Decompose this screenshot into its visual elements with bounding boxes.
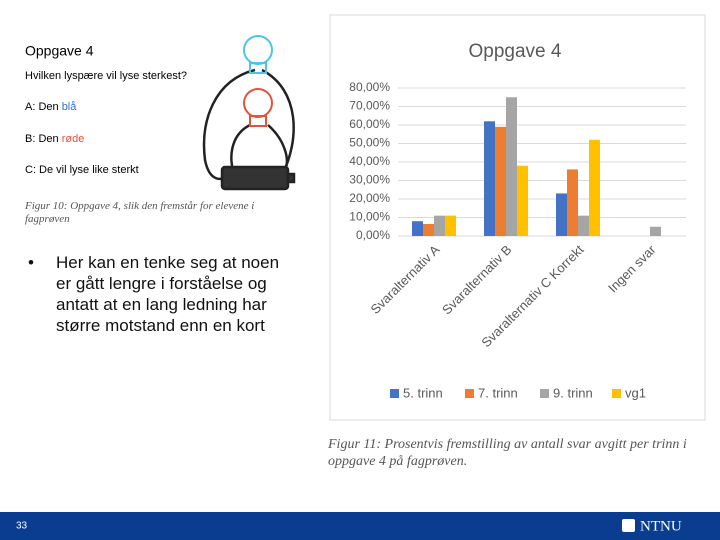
x-tick-label: Svaralternativ B bbox=[439, 242, 514, 317]
x-tick-label: Ingen svar bbox=[605, 241, 659, 295]
bar bbox=[517, 165, 528, 236]
y-tick-label: 60,00% bbox=[349, 117, 390, 131]
legend-swatch bbox=[465, 389, 474, 398]
bullet: • Her kan en tenke seg at noen er gått le… bbox=[28, 252, 288, 336]
caption-box: Figur 10: Oppgave 4, slik den fremstår f… bbox=[25, 200, 255, 225]
bar bbox=[495, 126, 506, 236]
y-tick-label: 80,00% bbox=[349, 80, 390, 94]
bar bbox=[412, 221, 423, 236]
logo-icon bbox=[622, 519, 635, 532]
bullet-box: • Her kan en tenke seg at noen er gått le… bbox=[28, 252, 288, 336]
bar bbox=[589, 139, 600, 236]
x-tick-label: Svaralternativ A bbox=[368, 242, 443, 317]
bar bbox=[567, 169, 578, 236]
legend-label: 7. trinn bbox=[478, 385, 518, 400]
chart-title: Oppgave 4 bbox=[469, 41, 562, 62]
bar bbox=[556, 193, 567, 236]
legend-label: 9. trinn bbox=[553, 385, 593, 400]
bar bbox=[506, 97, 517, 236]
logo: NTNU bbox=[640, 518, 682, 534]
option: C: De vil lyse like sterkt bbox=[25, 164, 139, 176]
figure-caption: Figur 11: Prosentvis fremstilling av ant… bbox=[328, 437, 687, 469]
figure-caption: Figur 10: Oppgave 4, slik den fremstår f… bbox=[25, 200, 255, 225]
bar bbox=[484, 121, 495, 236]
legend-label: vg1 bbox=[625, 385, 646, 400]
page-number: 33 bbox=[16, 521, 28, 532]
legend-swatch bbox=[390, 389, 399, 398]
y-tick-label: 40,00% bbox=[349, 154, 390, 168]
chart-frame bbox=[329, 14, 706, 421]
option-highlight: blå bbox=[62, 101, 78, 113]
bullet-dot: • bbox=[28, 253, 34, 272]
question: Hvilken lyspære vil lyse sterkest? bbox=[25, 70, 187, 82]
bar bbox=[423, 223, 434, 236]
option-highlight: røde bbox=[62, 133, 85, 145]
y-tick-label: 20,00% bbox=[349, 191, 390, 205]
y-tick-label: 50,00% bbox=[349, 136, 390, 150]
bar bbox=[434, 215, 445, 236]
y-tick-label: 0,00% bbox=[356, 228, 390, 242]
option-text: B: Den bbox=[25, 133, 62, 145]
bullet-text: Her kan en tenke seg at noen er gått len… bbox=[56, 253, 280, 335]
figure-title: Oppgave 4 bbox=[25, 43, 94, 59]
legend-swatch bbox=[612, 389, 621, 398]
legend-swatch bbox=[540, 389, 549, 398]
option: A: Den blå bbox=[25, 101, 77, 113]
y-tick-label: 10,00% bbox=[349, 210, 390, 224]
option: B: Den røde bbox=[25, 133, 84, 145]
bar bbox=[445, 215, 456, 236]
y-tick-label: 70,00% bbox=[349, 99, 390, 113]
footer-bar bbox=[0, 512, 720, 540]
option-text: A: Den bbox=[25, 101, 62, 113]
circuit-illustration bbox=[202, 35, 296, 191]
legend-label: 5. trinn bbox=[403, 385, 443, 400]
y-tick-label: 30,00% bbox=[349, 173, 390, 187]
bar bbox=[578, 215, 589, 236]
bar bbox=[650, 226, 661, 236]
caption-box: Figur 11: Prosentvis fremstilling av ant… bbox=[328, 437, 687, 469]
